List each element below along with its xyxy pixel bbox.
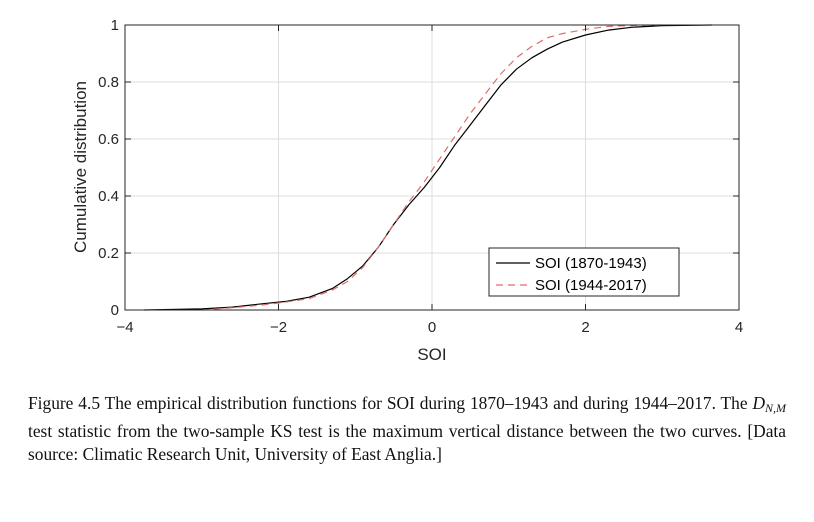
legend-box: [488, 247, 680, 297]
x-tick-label: 2: [581, 319, 589, 336]
y-tick-label: 1: [111, 17, 119, 34]
figure-caption: Figure 4.5 The empirical distribution fu…: [28, 392, 786, 466]
caption-text-part1: Figure 4.5 The empirical distribution fu…: [28, 393, 753, 413]
caption-math-statistic: DN,M: [752, 393, 786, 415]
x-axis-label: SOI: [417, 345, 446, 364]
x-tick-label: 0: [428, 319, 436, 336]
y-tick-label: 0: [111, 302, 119, 319]
chart: −4 −2 0 2 4 0 0.2 0.4 0.6 0.8 1 SOI Cumulative dis…: [71, 17, 743, 364]
x-tick-label: −2: [270, 319, 287, 336]
y-tick-label: 0.8: [98, 74, 119, 91]
caption-math-main: D: [752, 393, 765, 413]
caption-text-part2: test statistic from the two-sample KS te…: [28, 421, 786, 464]
x-tick-label: −4: [116, 319, 133, 336]
series-lines: [144, 24, 713, 311]
x-tick-label: 4: [735, 319, 743, 336]
y-tick-label: 0.2: [98, 245, 119, 262]
legend-label-1944-2017: SOI (1944-2017): [535, 277, 647, 294]
y-tick-label: 0.4: [98, 188, 119, 205]
y-axis-label: Cumulative distribution: [71, 81, 90, 253]
y-tick-label: 0.6: [98, 131, 119, 148]
legend: SOI (1870-1943) SOI (1944-2017): [488, 247, 680, 297]
legend-label-1870-1943: SOI (1870-1943): [535, 255, 647, 272]
caption-math-sub: N,M: [765, 401, 786, 415]
series-line-1870-1943: [144, 24, 713, 311]
axis-ticks: −4 −2 0 2 4 0 0.2 0.4 0.6 0.8 1: [98, 17, 743, 336]
series-line-1944-2017: [201, 24, 663, 311]
